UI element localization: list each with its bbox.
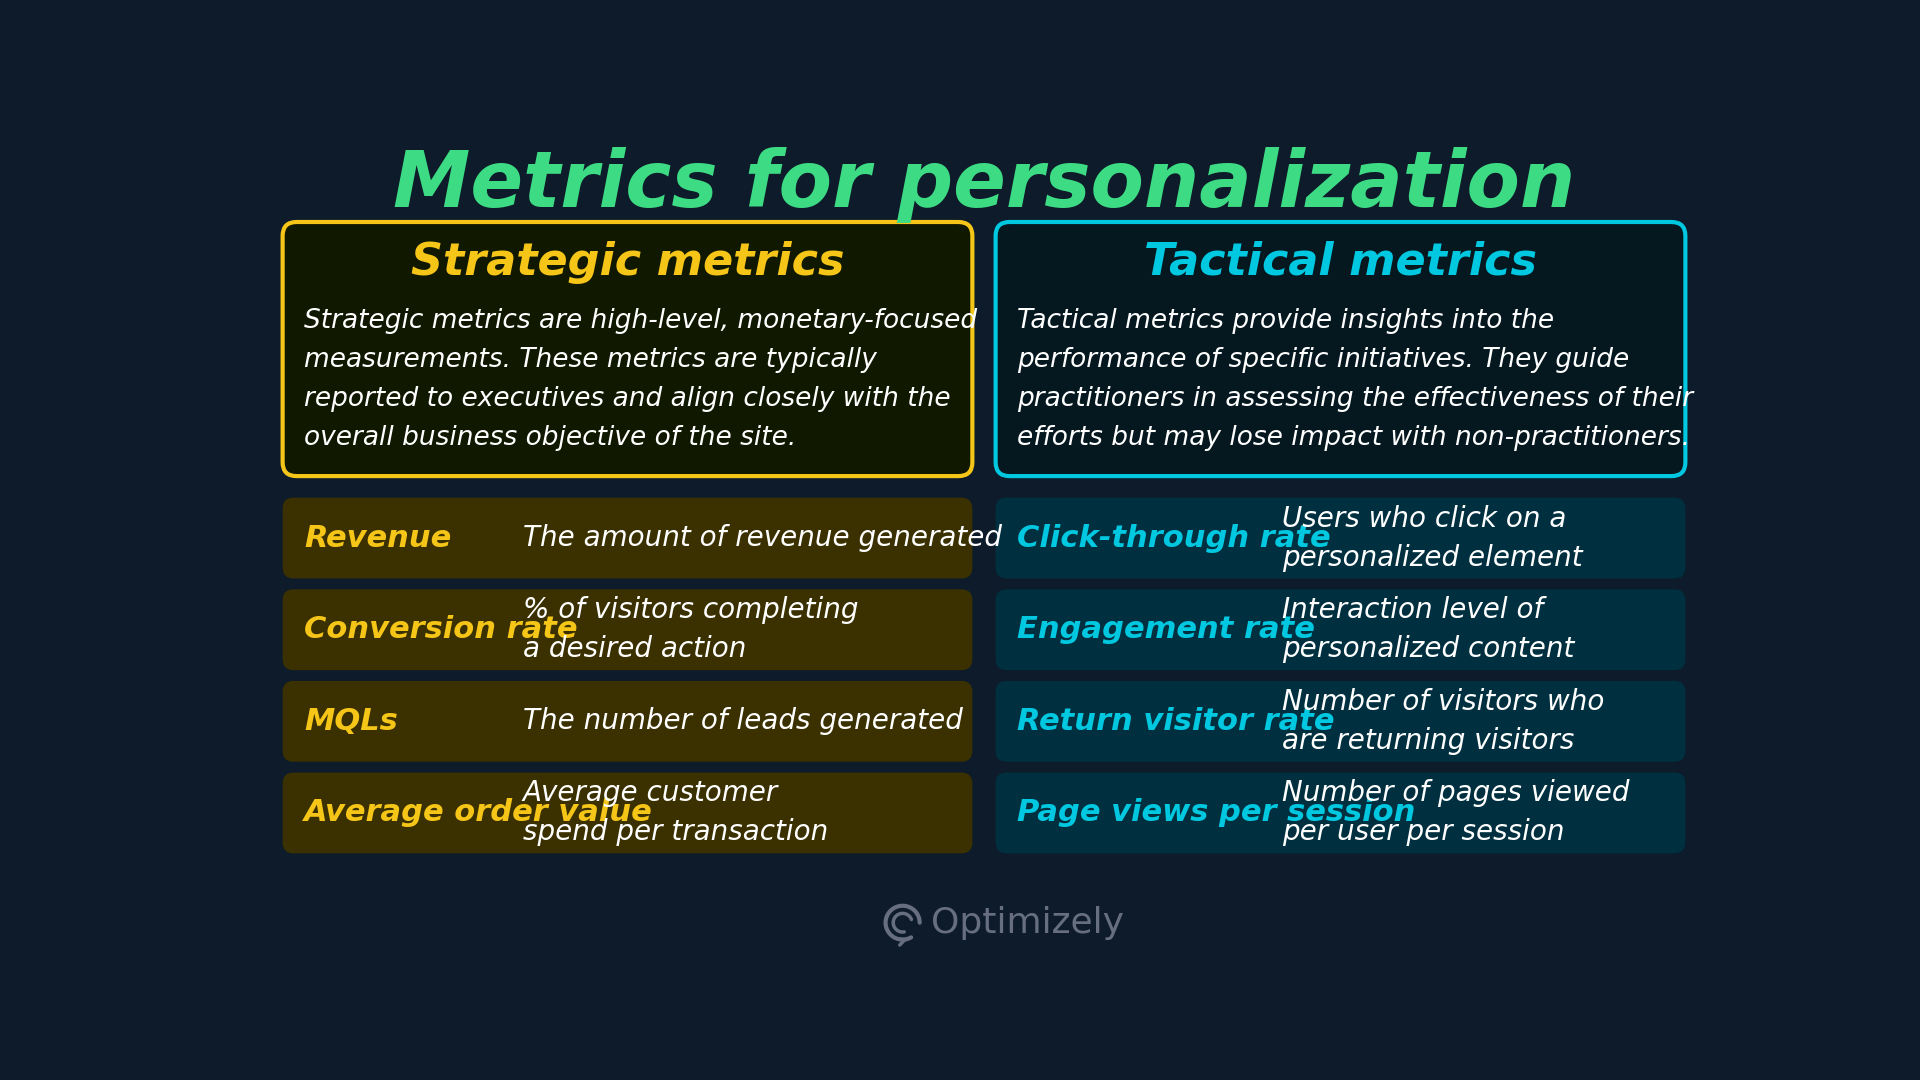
FancyBboxPatch shape <box>996 680 1686 761</box>
Text: Optimizely: Optimizely <box>931 906 1123 940</box>
FancyBboxPatch shape <box>996 772 1686 853</box>
Text: Number of visitors who
are returning visitors: Number of visitors who are returning vis… <box>1283 688 1605 755</box>
Text: Conversion rate: Conversion rate <box>305 616 578 644</box>
Text: Average order value: Average order value <box>305 798 653 827</box>
Text: % of visitors completing
a desired action: % of visitors completing a desired actio… <box>522 596 858 663</box>
Text: Strategic metrics are high-level, monetary-focused
measurements. These metrics a: Strategic metrics are high-level, moneta… <box>305 308 977 451</box>
Text: Strategic metrics: Strategic metrics <box>411 241 845 284</box>
FancyBboxPatch shape <box>282 498 972 579</box>
Text: Return visitor rate: Return visitor rate <box>1018 706 1334 735</box>
Text: Page views per session: Page views per session <box>1018 798 1415 827</box>
Text: Click-through rate: Click-through rate <box>1018 524 1331 553</box>
Text: MQLs: MQLs <box>305 706 397 735</box>
FancyBboxPatch shape <box>282 590 972 670</box>
Text: Users who click on a
personalized element: Users who click on a personalized elemen… <box>1283 504 1582 571</box>
Text: Tactical metrics provide insights into the
performance of specific initiatives. : Tactical metrics provide insights into t… <box>1018 308 1693 451</box>
FancyBboxPatch shape <box>996 498 1686 579</box>
Text: Engagement rate: Engagement rate <box>1018 616 1315 644</box>
Text: Metrics for personalization: Metrics for personalization <box>394 147 1574 224</box>
Text: The amount of revenue generated: The amount of revenue generated <box>522 524 1002 552</box>
FancyBboxPatch shape <box>282 222 972 476</box>
Text: The number of leads generated: The number of leads generated <box>522 707 962 735</box>
FancyBboxPatch shape <box>282 680 972 761</box>
Text: Number of pages viewed
per user per session: Number of pages viewed per user per sess… <box>1283 780 1630 847</box>
Text: Interaction level of
personalized content: Interaction level of personalized conten… <box>1283 596 1574 663</box>
Text: Revenue: Revenue <box>305 524 451 553</box>
Text: Average customer
spend per transaction: Average customer spend per transaction <box>522 780 828 847</box>
FancyBboxPatch shape <box>282 772 972 853</box>
FancyBboxPatch shape <box>996 590 1686 670</box>
FancyBboxPatch shape <box>996 222 1686 476</box>
Text: Tactical metrics: Tactical metrics <box>1144 241 1538 284</box>
